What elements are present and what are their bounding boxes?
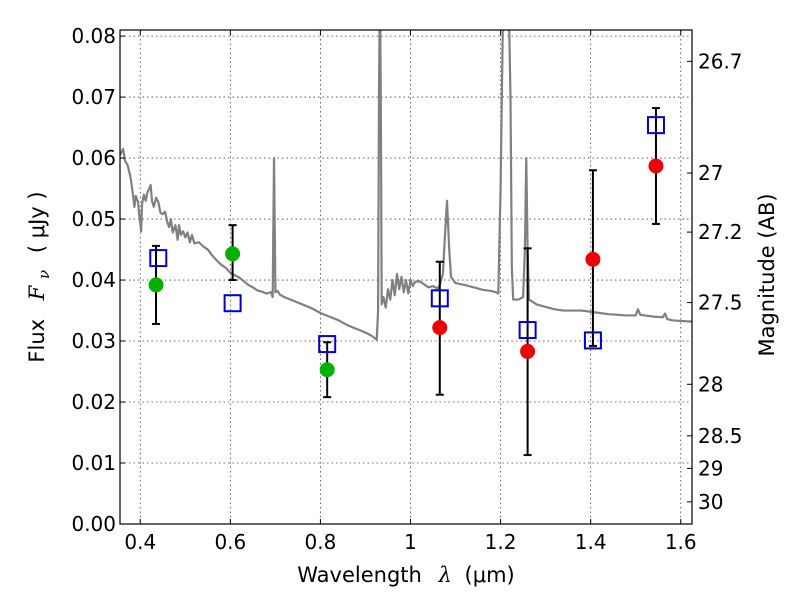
model-point xyxy=(149,249,168,268)
y-tick-label: 0.01 xyxy=(71,451,116,475)
y-axis-label: Flux F ν ( μJy ) xyxy=(25,191,54,362)
data-point xyxy=(648,158,664,174)
model-point xyxy=(518,321,537,340)
model-point xyxy=(223,294,242,313)
y2-tick-label: 26.7 xyxy=(698,49,743,73)
y2-tick-label: 29 xyxy=(698,456,723,480)
data-point xyxy=(520,343,536,359)
data-point xyxy=(432,320,448,336)
y-tick-label: 0.02 xyxy=(71,390,116,414)
y-tick-label: 0.07 xyxy=(71,85,116,109)
model-point xyxy=(646,116,665,135)
y2-tick-label: 28.5 xyxy=(698,424,743,448)
x-axis-label-prefix: Wavelength xyxy=(297,563,422,587)
data-point xyxy=(225,246,241,262)
y2-axis-label: Magnitude (AB) xyxy=(755,193,779,356)
y-axis-label-unit: ( μJy ) xyxy=(25,191,49,253)
y2-tick-label: 27 xyxy=(698,161,723,185)
y-tick-label: 0.05 xyxy=(71,207,116,231)
model-point xyxy=(318,335,337,354)
spectrum-layer xyxy=(120,30,692,341)
y2-tick-label: 28 xyxy=(698,372,723,396)
spectrum-line xyxy=(120,30,692,341)
x-tick-label: 1.4 xyxy=(575,530,607,554)
y-tick-label: 0.00 xyxy=(71,512,116,536)
x-tick-label: 1.2 xyxy=(485,530,517,554)
y-axis-label-prefix: Flux xyxy=(25,319,49,363)
y-tick-label: 0.06 xyxy=(71,146,116,170)
x-tick-label: 0.6 xyxy=(214,530,246,554)
axis-ticks: 0.4 0.6 0.8 1 1.2 1.4 1.6 0.00 0.01 0.02 0.03 0.04 0… xyxy=(71,24,742,554)
y-axis-label-symbol: F xyxy=(25,284,49,301)
y-tick-label: 0.08 xyxy=(71,24,116,48)
data-point xyxy=(319,362,335,378)
y2-tick-label: 30 xyxy=(698,490,723,514)
model-point xyxy=(430,289,449,308)
model-point xyxy=(583,331,602,350)
x-axis-label: Wavelength λ (μm) xyxy=(297,563,514,587)
data-points xyxy=(148,107,665,457)
x-tick-label: 0.8 xyxy=(305,530,337,554)
x-axis-label-unit: (μm) xyxy=(465,563,515,587)
y2-tick-label: 27.5 xyxy=(698,291,743,315)
y-tick-label: 0.04 xyxy=(71,268,116,292)
x-tick-label: 0.4 xyxy=(124,530,156,554)
y-axis-label-subscript: ν xyxy=(35,270,53,279)
x-axis-label-symbol: λ xyxy=(438,563,452,587)
data-point xyxy=(585,251,601,267)
data-point xyxy=(148,277,164,293)
plot-frame xyxy=(119,29,693,525)
grid xyxy=(120,30,692,525)
y2-tick-label: 27.2 xyxy=(698,220,743,244)
x-tick-label: 1 xyxy=(404,530,417,554)
y-tick-label: 0.03 xyxy=(71,329,116,353)
x-tick-label: 1.6 xyxy=(665,530,697,554)
